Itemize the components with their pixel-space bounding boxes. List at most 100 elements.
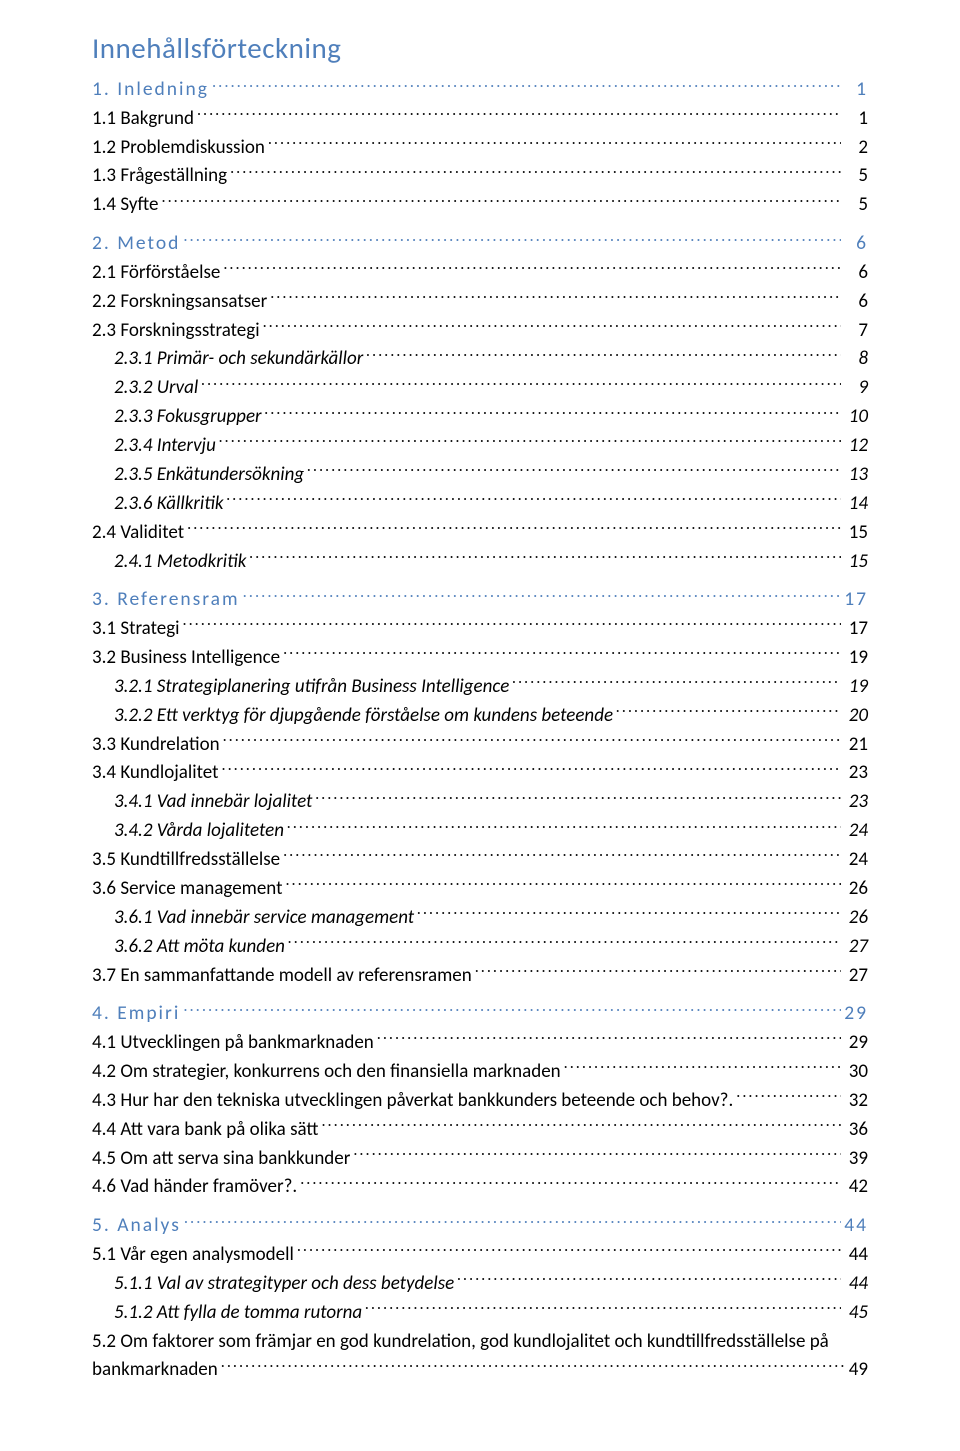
toc-entry[interactable]: 1.3 Frågeställning 5	[92, 162, 868, 191]
toc-page-number: 6	[844, 229, 868, 259]
toc-page-number: 42	[844, 1173, 868, 1202]
toc-page-number: 7	[844, 317, 868, 346]
toc-leader-dots	[285, 875, 841, 894]
toc-page-number: 21	[844, 731, 868, 760]
toc-entry[interactable]: 5.1 Vår egen analysmodell44	[92, 1241, 868, 1270]
toc-entry[interactable]: 4.1 Utvecklingen på bankmarknaden29	[92, 1029, 868, 1058]
toc-entry-label: 3. Referensram	[92, 585, 240, 615]
toc-entry[interactable]: 3. Referensram17	[92, 585, 868, 615]
toc-entry[interactable]: 2.3 Forskningsstrategi 7	[92, 317, 868, 346]
toc-page-number: 44	[844, 1211, 868, 1241]
toc-leader-dots	[212, 76, 841, 96]
toc-leader-dots	[270, 288, 841, 307]
toc-body: 1. Inledning11.1 Bakgrund11.2 Problemdis…	[92, 75, 868, 1385]
toc-entry[interactable]: 3.1 Strategi17	[92, 615, 868, 644]
toc-entry[interactable]: 5. Analys44	[92, 1211, 868, 1241]
toc-entry[interactable]: 5.1.1 Val av strategityper och dess bety…	[114, 1270, 868, 1299]
toc-entry[interactable]: 2.3.2 Urval9	[114, 374, 868, 403]
toc-entry-label: 5.2 Om faktorer som främjar en god kundr…	[92, 1328, 868, 1357]
toc-leader-dots	[230, 162, 841, 181]
toc-entry[interactable]: 4.4 Att vara bank på olika sätt36	[92, 1116, 868, 1145]
toc-entry[interactable]: 2.3.3 Fokusgrupper10	[114, 403, 868, 432]
toc-leader-dots	[475, 962, 841, 981]
toc-entry[interactable]: 1. Inledning1	[92, 75, 868, 105]
toc-leader-dots	[263, 317, 841, 336]
toc-entry[interactable]: 3.6 Service management26	[92, 875, 868, 904]
toc-entry-label: 4.3 Hur har den tekniska utvecklingen på…	[92, 1087, 733, 1116]
toc-title: Innehållsförteckning	[92, 30, 868, 66]
toc-leader-dots	[183, 615, 841, 634]
toc-entry[interactable]: 2.4 Validitet15	[92, 519, 868, 548]
toc-page-number: 29	[844, 999, 868, 1029]
toc-leader-dots	[197, 105, 841, 124]
toc-entry[interactable]: 3.2.2 Ett verktyg för djupgående förståe…	[114, 702, 868, 731]
toc-page: Innehållsförteckning 1. Inledning11.1 Ba…	[0, 0, 960, 1451]
toc-entry[interactable]: 4.5 Om att serva sina bankkunder39	[92, 1145, 868, 1174]
toc-entry[interactable]: 2.4.1 Metodkritik15	[114, 548, 868, 577]
toc-entry-label: 1.3 Frågeställning	[92, 162, 227, 191]
toc-page-number: 39	[844, 1145, 868, 1174]
toc-leader-dots	[353, 1145, 841, 1164]
toc-leader-dots	[417, 904, 841, 923]
toc-entry[interactable]: 3.4.1 Vad innebär lojalitet23	[114, 788, 868, 817]
toc-leader-dots	[377, 1029, 841, 1048]
toc-entry-label: 2.3 Forskningsstrategi	[92, 317, 260, 346]
toc-entry[interactable]: 3.6.1 Vad innebär service management26	[114, 904, 868, 933]
toc-leader-dots	[219, 432, 841, 451]
toc-entry[interactable]: 3.2.1 Strategiplanering utifrån Business…	[114, 673, 868, 702]
toc-leader-dots	[457, 1270, 841, 1289]
toc-leader-dots	[265, 403, 841, 422]
toc-entry-label: 2.3.5 Enkätundersökning	[114, 461, 304, 490]
toc-leader-dots	[297, 1241, 841, 1260]
toc-entry-label: 3.7 En sammanfattande modell av referens…	[92, 962, 472, 991]
toc-entry[interactable]: 4. Empiri29	[92, 999, 868, 1029]
toc-entry-label: 1. Inledning	[92, 75, 209, 105]
toc-page-number: 6	[844, 259, 868, 288]
toc-entry[interactable]: 3.5 Kundtillfredsställelse 24	[92, 846, 868, 875]
toc-entry-label: 5.1.1 Val av strategityper och dess bety…	[114, 1270, 454, 1299]
toc-page-number: 8	[844, 345, 868, 374]
toc-entry[interactable]: 2.1 Förförståelse6	[92, 259, 868, 288]
toc-entry[interactable]: 2. Metod6	[92, 229, 868, 259]
toc-entry[interactable]: 1.2 Problemdiskussion2	[92, 134, 868, 163]
toc-page-number: 15	[844, 519, 868, 548]
toc-page-number: 45	[844, 1299, 868, 1328]
toc-entry[interactable]: 2.3.4 Intervju12	[114, 432, 868, 461]
toc-entry[interactable]: 1.1 Bakgrund1	[92, 105, 868, 134]
toc-leader-dots	[268, 134, 841, 153]
toc-page-number: 26	[844, 904, 868, 933]
toc-entry-label: 3.3 Kundrelation	[92, 731, 220, 760]
toc-entry[interactable]: 3.6.2 Att möta kunden27	[114, 933, 868, 962]
toc-entry[interactable]: 5.2 Om faktorer som främjar en god kundr…	[92, 1328, 868, 1386]
toc-leader-dots	[321, 1116, 841, 1135]
toc-entry[interactable]: 3.7 En sammanfattande modell av referens…	[92, 962, 868, 991]
toc-page-number: 24	[844, 846, 868, 875]
toc-entry[interactable]: 4.2 Om strategier, konkurrens och den fi…	[92, 1058, 868, 1087]
toc-entry-label: 1.1 Bakgrund	[92, 105, 194, 134]
toc-entry-label: 5.1.2 Att fylla de tomma rutorna	[114, 1299, 362, 1328]
toc-leader-dots	[223, 259, 841, 278]
toc-entry[interactable]: 4.3 Hur har den tekniska utvecklingen på…	[92, 1087, 868, 1116]
toc-leader-dots	[736, 1087, 841, 1106]
toc-entry[interactable]: 3.3 Kundrelation 21	[92, 731, 868, 760]
toc-page-number: 5	[844, 162, 868, 191]
toc-entry-label: 3.5 Kundtillfredsställelse	[92, 846, 280, 875]
toc-leader-dots	[512, 673, 841, 692]
toc-entry[interactable]: 2.2 Forskningsansatser6	[92, 288, 868, 317]
toc-entry[interactable]: 3.2 Business Intelligence19	[92, 644, 868, 673]
toc-entry[interactable]: 3.4.2 Vårda lojaliteten24	[114, 817, 868, 846]
toc-page-number: 29	[844, 1029, 868, 1058]
toc-entry[interactable]: 3.4 Kundlojalitet23	[92, 759, 868, 788]
toc-entry[interactable]: 1.4 Syfte5	[92, 191, 868, 220]
toc-entry-label: 3.4.1 Vad innebär lojalitet	[114, 788, 312, 817]
toc-entry-label: 2.3.3 Fokusgrupper	[114, 403, 262, 432]
toc-entry-label: 4.2 Om strategier, konkurrens och den fi…	[92, 1058, 561, 1087]
toc-leader-dots	[221, 1356, 846, 1375]
toc-leader-dots	[288, 933, 841, 952]
toc-entry[interactable]: 4.6 Vad händer framöver?.42	[92, 1173, 868, 1202]
toc-entry-label: 3.6.2 Att möta kunden	[114, 933, 285, 962]
toc-entry[interactable]: 5.1.2 Att fylla de tomma rutorna 45	[114, 1299, 868, 1328]
toc-entry[interactable]: 2.3.1 Primär- och sekundärkällor8	[114, 345, 868, 374]
toc-entry[interactable]: 2.3.5 Enkätundersökning13	[114, 461, 868, 490]
toc-entry[interactable]: 2.3.6 Källkritik14	[114, 490, 868, 519]
